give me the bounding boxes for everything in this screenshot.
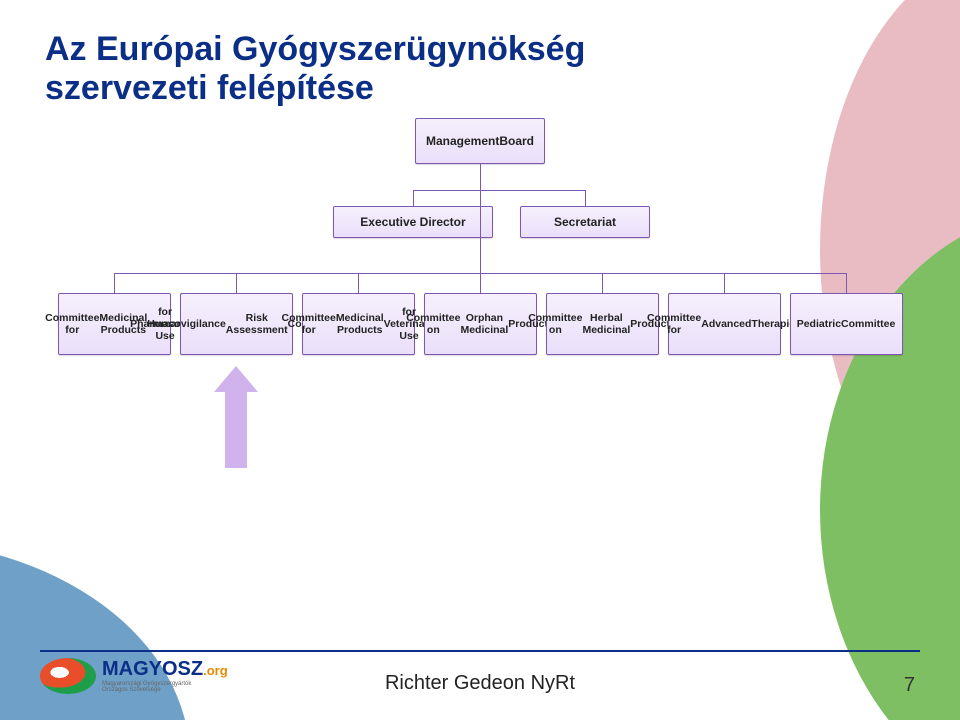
page-title: Az Európai Gyógyszerügynökség szervezeti…: [45, 30, 915, 108]
connector: [358, 273, 359, 293]
node-hmpc: Committee onHerbal MedicinalProducts: [546, 293, 659, 355]
node-secr: Secretariat: [520, 206, 650, 238]
connector: [846, 273, 847, 293]
highlight-arrow: [214, 366, 258, 468]
connector: [480, 190, 481, 273]
node-cat: Committee forAdvancedTherapies: [668, 293, 781, 355]
title-line1: Az Európai Gyógyszerügynökség: [45, 30, 915, 69]
connector: [413, 190, 414, 206]
footer: MAGYOSZ.org Magyarországi Gyógyszergyárt…: [0, 650, 960, 720]
connector: [724, 273, 725, 293]
connector: [585, 190, 586, 206]
connector: [413, 190, 585, 191]
node-prac: PharmacovigilanceRisk AssessmentCommitte…: [180, 293, 293, 355]
connector: [236, 273, 237, 293]
node-pdco: PediatricCommittee: [790, 293, 903, 355]
node-comp: Committee onOrphan MedicinalProducts: [424, 293, 537, 355]
connector: [480, 164, 481, 190]
node-exec: Executive Director: [333, 206, 493, 238]
org-chart: ManagementBoard Executive Director Secreta…: [45, 118, 915, 448]
footer-divider: [40, 650, 920, 652]
node-cvmp: Committee forMedicinal Productsfor Veter…: [302, 293, 415, 355]
connector: [114, 273, 115, 293]
node-management-board: ManagementBoard: [415, 118, 545, 164]
footer-center: Richter Gedeon NyRt: [0, 672, 960, 695]
connector: [602, 273, 603, 293]
title-line2: szervezeti felépítése: [45, 69, 915, 108]
page-number: 7: [904, 674, 915, 697]
connector: [480, 273, 481, 293]
